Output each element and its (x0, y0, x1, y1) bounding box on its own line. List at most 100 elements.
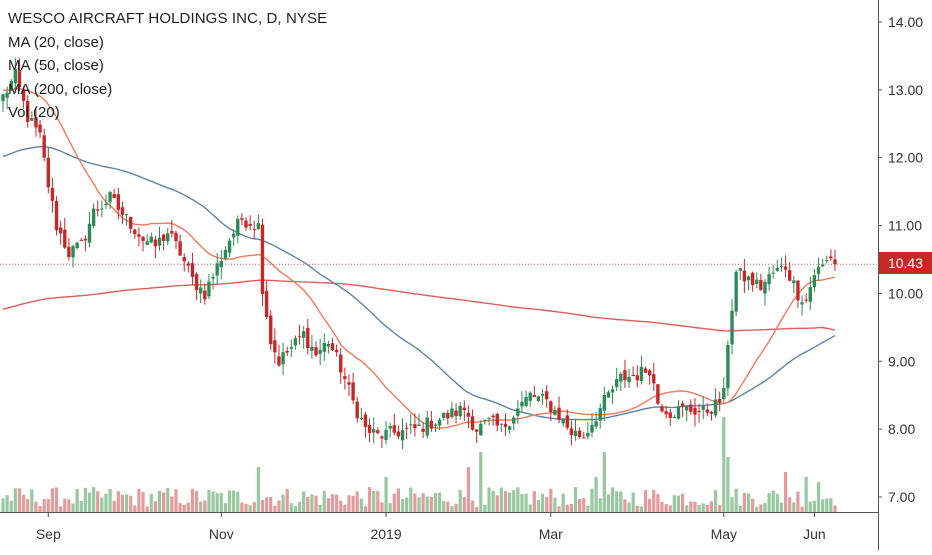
candle-body (676, 406, 681, 419)
candle-body (825, 260, 829, 262)
candle-body (380, 436, 384, 439)
candle-body (421, 428, 425, 432)
volume-bar (421, 493, 425, 512)
candle-body (289, 347, 294, 349)
candle-body (326, 344, 331, 347)
volume-bar (223, 503, 228, 512)
volume-bar (174, 489, 178, 512)
candle-body (273, 340, 277, 353)
volume-bar (672, 495, 676, 512)
volume-bar (549, 488, 553, 512)
volume-bar (709, 501, 714, 512)
candle-body (783, 266, 788, 270)
candle-body (392, 425, 396, 433)
volume-bar (215, 493, 219, 512)
volume-bar (137, 488, 141, 512)
candle-body (606, 392, 611, 398)
legend-volume[interactable]: Vol (20) (8, 104, 60, 121)
volume-bar (812, 500, 817, 512)
volume-bar (536, 499, 541, 512)
candle-body (371, 429, 376, 433)
candle-body (685, 405, 689, 411)
volume-bar (635, 505, 639, 512)
volume-bar (681, 493, 685, 512)
candle-body (553, 410, 557, 415)
candle-body (528, 392, 532, 401)
volume-bar (281, 494, 285, 512)
candle-body (34, 117, 38, 128)
volume-bar (265, 497, 269, 512)
candle-body (293, 337, 298, 346)
volume-bar (792, 502, 796, 512)
volume-bar (306, 497, 310, 512)
volume-bar (660, 501, 664, 512)
candle-body (726, 345, 730, 389)
candle-body (647, 370, 652, 376)
candle-body (561, 418, 565, 424)
candle-body (549, 401, 553, 413)
volume-bar (339, 500, 343, 512)
candle-body (800, 302, 804, 305)
candle-body (252, 228, 256, 230)
volume-bar (269, 497, 273, 512)
candle-body (429, 420, 434, 429)
candle-body (470, 416, 475, 430)
candle-body (63, 229, 67, 248)
candle-body (161, 234, 166, 241)
volume-bar (256, 467, 260, 512)
candle-body (343, 376, 347, 380)
candle-body (524, 396, 528, 406)
candle-body (722, 387, 726, 399)
candle-body (211, 276, 215, 279)
volume-bar (495, 495, 499, 512)
volume-bar (367, 487, 372, 512)
candle-body (322, 343, 326, 352)
volume-bar (116, 491, 120, 512)
volume-bar (755, 506, 759, 512)
candle-body (388, 425, 392, 429)
candle-body (763, 281, 767, 294)
volume-bar (232, 490, 236, 512)
volume-bar (219, 492, 223, 512)
volume-bar (21, 494, 26, 512)
legend-ma20[interactable]: MA (20, close) (8, 33, 104, 51)
legend-ma200[interactable]: MA (200, close) (8, 80, 113, 98)
volume-bar (120, 495, 125, 512)
candle-body (256, 223, 261, 230)
candle-body (479, 423, 483, 436)
x-tick-label: May (711, 526, 737, 542)
volume-bar (726, 457, 730, 512)
candle-body (437, 419, 442, 426)
volume-bar (182, 504, 186, 512)
candle-body (627, 376, 631, 383)
volume-bar (248, 505, 252, 512)
volume-bar (372, 491, 376, 512)
candle-body (367, 424, 372, 433)
volume-bar (293, 506, 298, 512)
candle-body (413, 424, 417, 429)
candle-body (190, 263, 195, 277)
candle-body (91, 208, 96, 227)
volume-bar (829, 498, 833, 512)
candle-body (516, 408, 520, 416)
volume-bar (590, 488, 594, 512)
candle-body (145, 241, 149, 245)
candle-body (466, 412, 471, 417)
candle-body (680, 403, 685, 407)
candle-body (17, 70, 22, 88)
volume-bar (627, 502, 631, 512)
volume-bar (417, 497, 421, 512)
volume-bar (322, 490, 326, 512)
volume-bar (569, 503, 573, 512)
legend-ma50[interactable]: MA (50, close) (8, 57, 104, 74)
volume-bar (693, 501, 697, 512)
volume-bar (466, 467, 471, 512)
volume-bar (240, 502, 244, 512)
volume-bar (746, 493, 751, 512)
candle-body (104, 203, 108, 206)
candle-body (260, 224, 265, 295)
candle-body (750, 272, 755, 286)
volume-bar (112, 500, 116, 512)
